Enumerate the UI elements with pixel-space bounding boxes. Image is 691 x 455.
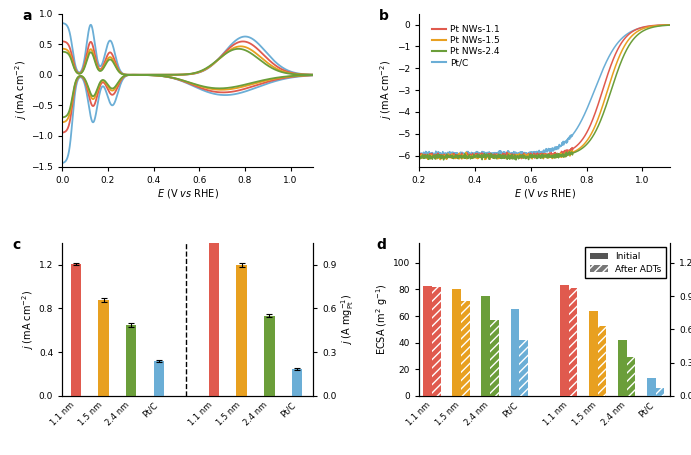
Bar — [656, 388, 665, 396]
Bar — [511, 309, 519, 396]
Bar — [424, 285, 432, 396]
Bar — [292, 369, 302, 396]
Bar — [209, 212, 219, 396]
Bar — [70, 264, 82, 396]
Bar — [598, 326, 607, 396]
Bar — [589, 311, 598, 396]
Y-axis label: $j$ (A mg$^{-1}_\mathrm{Pt}$): $j$ (A mg$^{-1}_\mathrm{Pt}$) — [340, 293, 357, 345]
Y-axis label: $j$ (mA cm$^{-2}$): $j$ (mA cm$^{-2}$) — [378, 60, 394, 120]
Bar — [569, 288, 577, 396]
Bar — [482, 296, 490, 396]
Bar — [236, 265, 247, 396]
Bar — [618, 340, 627, 396]
Bar — [647, 378, 656, 396]
Bar — [519, 340, 528, 396]
Text: c: c — [12, 238, 20, 253]
Bar — [98, 300, 109, 396]
Text: d: d — [377, 238, 386, 253]
X-axis label: $E$ (V $vs$ RHE): $E$ (V $vs$ RHE) — [157, 187, 219, 200]
Y-axis label: $j$ (mA cm$^{-2}$): $j$ (mA cm$^{-2}$) — [20, 289, 36, 349]
Text: a: a — [22, 9, 32, 23]
Legend: Pt NWs-1.1, Pt NWs-1.5, Pt NWs-2.4, Pt/C: Pt NWs-1.1, Pt NWs-1.5, Pt NWs-2.4, Pt/C — [428, 21, 504, 71]
Bar — [453, 289, 461, 396]
Bar — [627, 357, 636, 396]
Bar — [461, 302, 470, 396]
Text: b: b — [379, 9, 388, 23]
Y-axis label: ECSA (m$^2$ g$^{-1}$): ECSA (m$^2$ g$^{-1}$) — [374, 283, 390, 355]
Bar — [560, 285, 569, 396]
Bar — [126, 325, 136, 396]
Bar — [490, 320, 499, 396]
X-axis label: $E$ (V $vs$ RHE): $E$ (V $vs$ RHE) — [513, 187, 576, 200]
Y-axis label: $j$ (mA cm$^{-2}$): $j$ (mA cm$^{-2}$) — [12, 60, 28, 120]
Bar — [432, 287, 441, 396]
Bar — [153, 361, 164, 396]
Bar — [264, 316, 274, 396]
Legend: Initial, After ADTs: Initial, After ADTs — [585, 248, 665, 278]
